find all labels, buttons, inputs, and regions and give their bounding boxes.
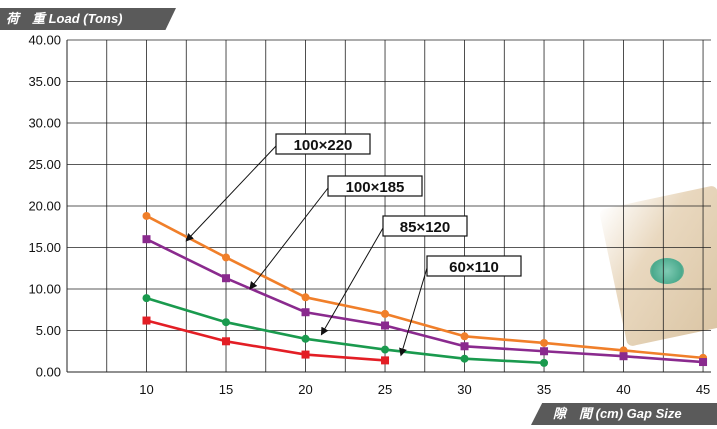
x-tick-label: 40 bbox=[616, 382, 630, 397]
y-tick-label: 25.00 bbox=[28, 157, 61, 172]
annotation-box bbox=[327, 175, 423, 197]
x-tick-label: 15 bbox=[219, 382, 233, 397]
y-tick-label: 0.00 bbox=[36, 365, 61, 380]
y-tick-label: 20.00 bbox=[28, 199, 61, 214]
annotation-label: 85×120 bbox=[400, 219, 450, 236]
data-point bbox=[142, 235, 151, 244]
data-point bbox=[540, 347, 549, 356]
series-line bbox=[146, 296, 545, 365]
series-line bbox=[145, 214, 704, 360]
data-point bbox=[142, 316, 151, 325]
annotation-box bbox=[382, 215, 468, 237]
x-tick-label: 35 bbox=[537, 382, 551, 397]
x-tick-label: 45 bbox=[696, 382, 710, 397]
annotation-label: 100×220 bbox=[294, 137, 353, 154]
y-axis-title: 荷 重 Load (Tons) bbox=[0, 8, 176, 30]
data-point bbox=[619, 352, 628, 361]
data-point bbox=[540, 358, 549, 367]
series-line bbox=[145, 238, 704, 364]
y-tick-label: 40.00 bbox=[28, 33, 61, 48]
annotation-label: 60×110 bbox=[449, 259, 499, 276]
data-point bbox=[381, 321, 390, 330]
data-point bbox=[460, 332, 469, 341]
data-point bbox=[142, 294, 151, 303]
data-point bbox=[699, 358, 708, 367]
data-point bbox=[142, 211, 151, 220]
data-point bbox=[381, 309, 390, 318]
data-point bbox=[222, 318, 231, 327]
y-tick-label: 35.00 bbox=[28, 74, 61, 89]
data-point bbox=[222, 274, 231, 283]
x-tick-label: 20 bbox=[298, 382, 312, 397]
data-point bbox=[460, 354, 469, 363]
y-tick-label: 15.00 bbox=[28, 240, 61, 255]
data-point bbox=[381, 356, 390, 365]
data-point bbox=[381, 345, 390, 354]
annotation-box bbox=[275, 133, 371, 155]
data-point bbox=[301, 350, 310, 359]
x-tick-label: 10 bbox=[139, 382, 153, 397]
data-point bbox=[222, 253, 231, 262]
x-axis-title: 隙 間 (cm) Gap Size bbox=[531, 403, 717, 425]
annotation-arrow bbox=[399, 267, 428, 357]
y-tick-label: 5.00 bbox=[36, 323, 61, 338]
annotation-arrow bbox=[185, 145, 277, 242]
data-point bbox=[301, 308, 310, 317]
y-tick-label: 10.00 bbox=[28, 282, 61, 297]
data-point bbox=[301, 334, 310, 343]
annotation-box bbox=[426, 255, 522, 277]
data-point bbox=[540, 338, 549, 347]
x-tick-label: 30 bbox=[457, 382, 471, 397]
y-tick-label: 30.00 bbox=[28, 116, 61, 131]
annotation-arrow bbox=[320, 227, 384, 336]
data-point bbox=[460, 342, 469, 351]
annotation-label: 100×185 bbox=[346, 179, 405, 196]
data-point bbox=[222, 337, 231, 346]
series-line bbox=[146, 319, 386, 362]
annotation-arrow bbox=[249, 187, 329, 290]
data-point bbox=[301, 293, 310, 302]
x-tick-label: 25 bbox=[378, 382, 392, 397]
